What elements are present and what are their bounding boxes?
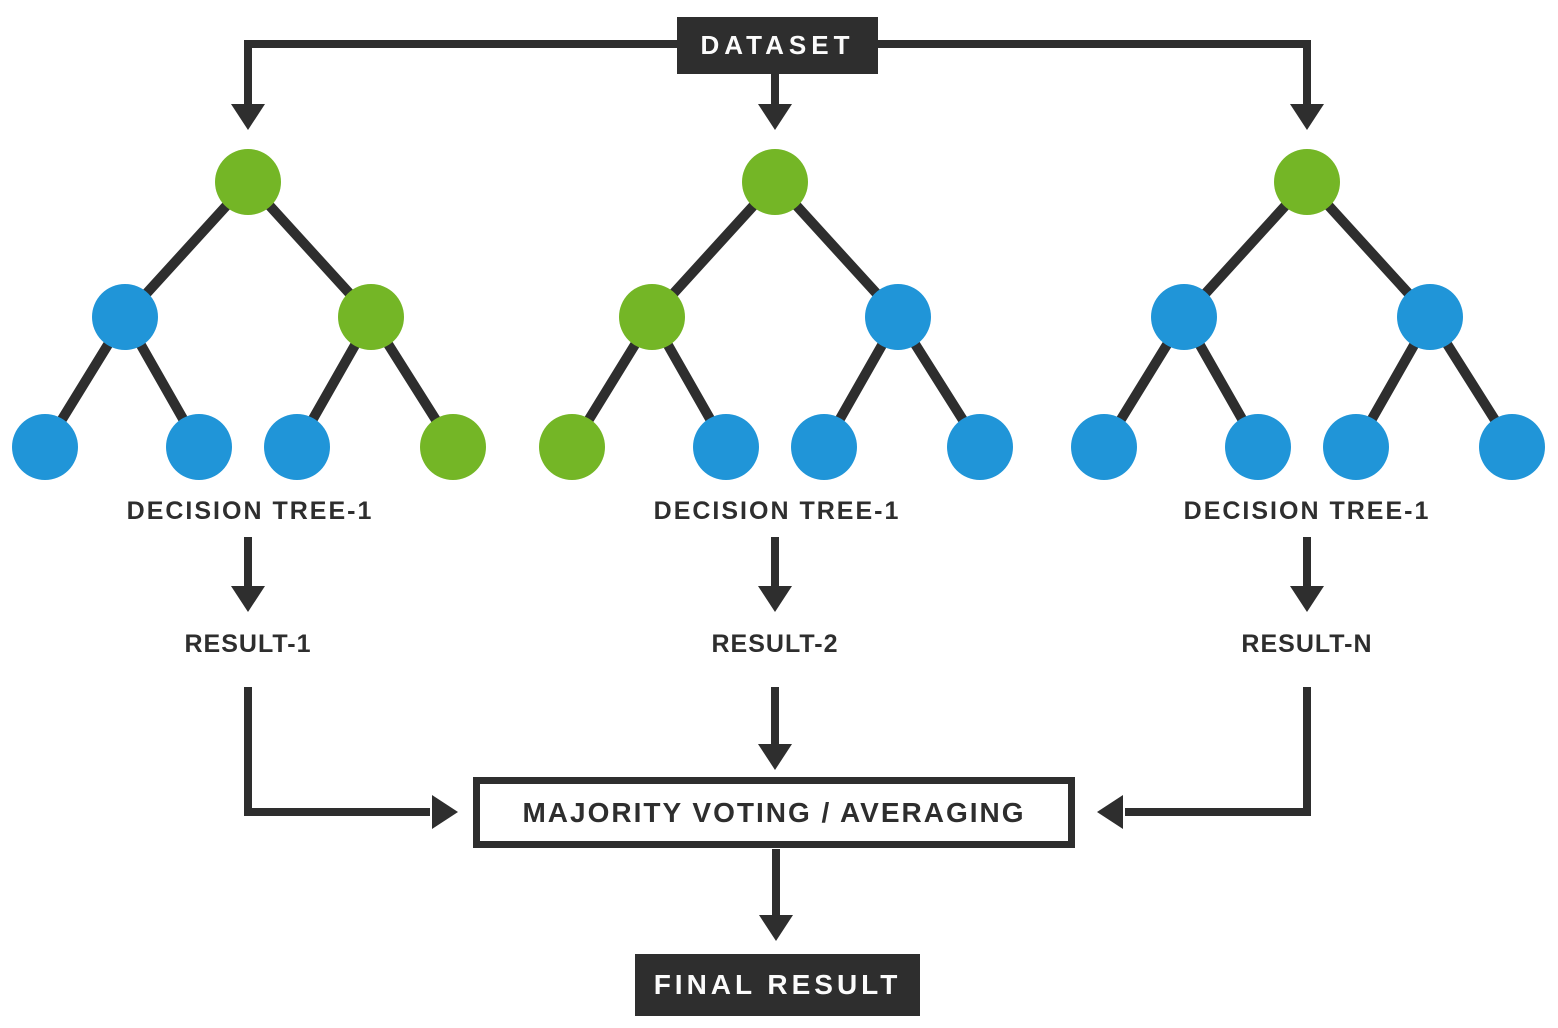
tree2-mid-left-node (619, 284, 685, 350)
tree2-leaf4-node (947, 414, 1013, 480)
final-result-box: FINAL RESULT (635, 954, 920, 1016)
tree2-leaf1-node (539, 414, 605, 480)
tree2-edges (567, 178, 985, 450)
dataset-box: DATASET (677, 17, 878, 74)
tree1-leaf4-node (420, 414, 486, 480)
arrowhead-down-icon (1290, 586, 1324, 612)
decision-tree-2-graph (539, 149, 1013, 480)
resultN-elbow-line (1125, 687, 1311, 816)
final-result-label: FINAL RESULT (653, 969, 902, 1000)
arrowhead-down-icon (759, 915, 793, 941)
tree3-mid-right-node (1397, 284, 1463, 350)
result2-label: RESULT-2 (711, 630, 839, 658)
tree3-root-node (1274, 149, 1340, 215)
tree1-leaf2-node (166, 414, 232, 480)
tree1-mid-left-node (92, 284, 158, 350)
tree1-edges (40, 178, 458, 450)
result-to-voting-arrows (244, 687, 1311, 829)
tree2-label: DECISION TREE-1 (653, 497, 901, 525)
tree3-edges (1099, 178, 1517, 450)
tree3-leaf2-node (1225, 414, 1291, 480)
voting-to-final-arrow (759, 849, 793, 941)
majority-voting-box: MAJORITY VOTING / AVERAGING (473, 777, 1075, 848)
tree3-leaf4-node (1479, 414, 1545, 480)
arrowhead-down-icon (758, 744, 792, 770)
arrowhead-right-icon (432, 795, 458, 829)
tree1-mid-right-node (338, 284, 404, 350)
arrowhead-down-icon (231, 104, 265, 130)
tree1-label: DECISION TREE-1 (126, 497, 374, 525)
result1-elbow-line (244, 687, 430, 816)
resultN-label: RESULT-N (1241, 630, 1373, 658)
arrowhead-down-icon (758, 104, 792, 130)
majority-voting-label: MAJORITY VOTING / AVERAGING (522, 796, 1026, 828)
tree2-leaf3-node (791, 414, 857, 480)
arrowhead-down-icon (1290, 104, 1324, 130)
decision-tree-1-graph (12, 149, 486, 480)
tree2-mid-right-node (865, 284, 931, 350)
dataset-label: DATASET (700, 30, 855, 60)
tree-to-result-arrows (231, 537, 1324, 612)
result1-label: RESULT-1 (184, 630, 312, 658)
arrowhead-down-icon (758, 586, 792, 612)
arrowhead-left-icon (1097, 795, 1123, 829)
tree1-leaf3-node (264, 414, 330, 480)
arrowhead-down-icon (231, 586, 265, 612)
tree3-leaf1-node (1071, 414, 1137, 480)
tree2-leaf2-node (693, 414, 759, 480)
tree2-root-node (742, 149, 808, 215)
decision-tree-3-graph (1071, 149, 1545, 480)
tree1-root-node (215, 149, 281, 215)
tree1-leaf1-node (12, 414, 78, 480)
tree3-label: DECISION TREE-1 (1183, 497, 1431, 525)
tree3-mid-left-node (1151, 284, 1217, 350)
tree3-leaf3-node (1323, 414, 1389, 480)
